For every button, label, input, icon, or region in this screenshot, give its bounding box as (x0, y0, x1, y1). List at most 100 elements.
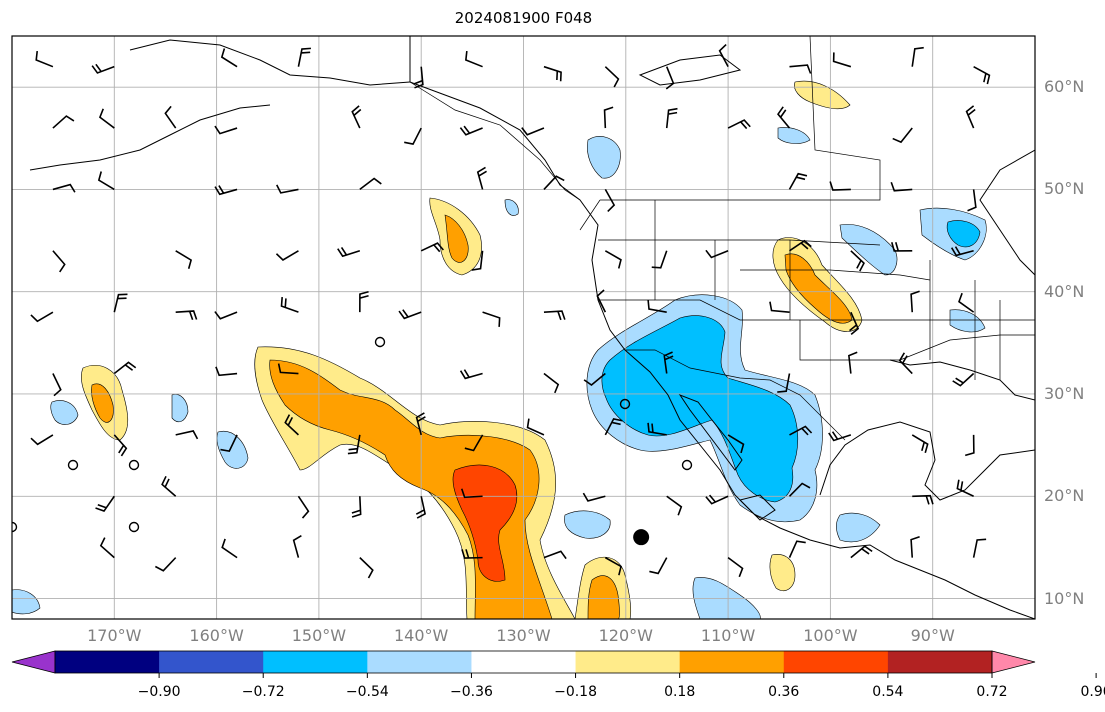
wind-barb (777, 373, 791, 393)
longitude-label: 120°W (598, 626, 653, 645)
wind-barb (98, 108, 115, 129)
colorbar-tick-label: −0.18 (554, 684, 597, 700)
wind-barb (97, 171, 115, 191)
wind-barb (952, 372, 975, 387)
wind-barb (604, 250, 622, 269)
longitude-label: 130°W (496, 626, 551, 645)
wind-barb (164, 105, 177, 129)
wind-barb (154, 557, 177, 572)
wind-barb (35, 50, 54, 68)
longitude-label: 170°W (87, 626, 142, 645)
colorbar-extend-low (11, 650, 56, 674)
wind-barb (113, 434, 128, 457)
wind-barb (892, 127, 913, 144)
wind-barb (911, 46, 924, 67)
colorbar-segment (887, 651, 993, 673)
wind-barb (769, 301, 790, 313)
wind-barb (52, 183, 76, 193)
wind-barb (898, 352, 913, 375)
wind-barb (850, 250, 865, 272)
wind-barb (543, 310, 566, 321)
wind-barb (910, 290, 920, 313)
wind-barb (275, 250, 299, 261)
wind-barb (604, 189, 616, 213)
wind-barb (460, 488, 483, 499)
wind-barb (890, 181, 913, 192)
longitude-label: 100°W (803, 626, 858, 645)
colorbar-segment (471, 651, 577, 673)
wind-barb (958, 292, 975, 313)
wind-barb (788, 172, 808, 190)
wind-barb (175, 310, 198, 321)
wind-barb (292, 534, 302, 558)
shaded-fields (12, 80, 987, 619)
wind-barb (727, 119, 751, 130)
wind-barb (777, 106, 791, 129)
colorbar-segment (55, 651, 160, 673)
wind-barb (910, 535, 920, 558)
wind-barb (30, 311, 54, 323)
colorbar-segment (367, 651, 472, 673)
wind-barb (891, 242, 913, 252)
wind-barb (912, 494, 934, 505)
wind-barb (850, 545, 873, 559)
wind-barb (911, 434, 929, 454)
colorbar-segment (159, 651, 264, 673)
wind-barb (359, 177, 382, 191)
wind-barb (214, 311, 238, 320)
wind-barb (956, 479, 974, 497)
wind-barb (651, 250, 668, 269)
wind-barb (52, 250, 66, 273)
wind-barb (221, 538, 238, 559)
colorbar-segment (783, 651, 889, 673)
wind-barb (359, 557, 374, 579)
wind-barb (647, 300, 667, 313)
colorbar-tick-label: 0.90 (1080, 684, 1105, 700)
colorbar (11, 650, 1097, 678)
wind-barb (284, 414, 299, 436)
wind-barb (280, 297, 299, 313)
wind-barb (647, 422, 667, 436)
colorbar-segment (575, 651, 681, 673)
wind-barb (30, 434, 54, 446)
wind-barb (461, 549, 483, 559)
wind-barb (582, 492, 606, 502)
colorbar-tick-label: 0.18 (664, 684, 696, 700)
wind-barb (663, 351, 674, 374)
wind-barb (175, 250, 193, 269)
wind-barb (543, 65, 562, 82)
wind-barb (52, 115, 75, 129)
wind-barb (420, 242, 444, 253)
wind-barb (829, 181, 851, 191)
wind-barb (973, 65, 991, 85)
wind-barb (789, 425, 813, 436)
wind-barb (788, 540, 806, 558)
wind-barb (459, 125, 483, 136)
wind-barb (965, 105, 976, 129)
colorbar-tick-label: 0.72 (976, 684, 1008, 700)
wind-barb (649, 557, 668, 575)
colorbar-tick-label: −0.72 (241, 684, 285, 700)
wind-barb (789, 64, 812, 74)
map-frame (11, 35, 1036, 620)
wind-barb (359, 291, 369, 313)
wind-barb (220, 48, 238, 68)
wind-barb (828, 431, 852, 442)
wind-barb (705, 249, 729, 259)
wind-barb (972, 538, 987, 558)
wind-barb (91, 63, 115, 74)
colorbar-extend-high (991, 650, 1036, 674)
wind-barb (526, 418, 545, 436)
longitude-label: 140°W (394, 626, 449, 645)
longitude-label: 110°W (700, 626, 756, 645)
wind-barb (351, 105, 362, 129)
wind-barb (95, 495, 115, 512)
wind-barb (718, 44, 729, 68)
wind-barb (665, 107, 678, 129)
wind-barb (351, 496, 362, 518)
wind-barb (727, 434, 745, 454)
latitude-label: 40°N (1044, 281, 1085, 301)
wind-barb (464, 50, 483, 68)
wind-barb (832, 52, 852, 68)
wind-barb (967, 189, 977, 212)
